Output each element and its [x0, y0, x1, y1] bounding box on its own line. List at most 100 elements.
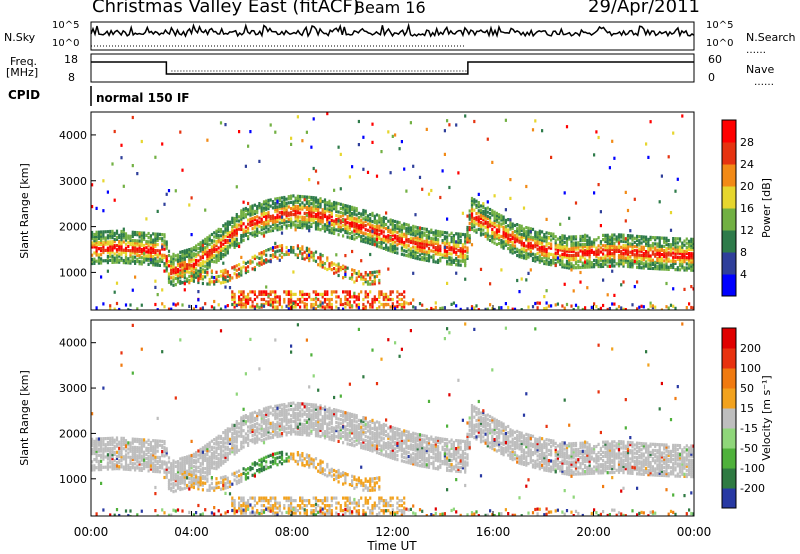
power-cell — [321, 226, 324, 230]
power-cell — [247, 228, 250, 232]
power-cell — [213, 235, 216, 239]
power-cell — [527, 230, 530, 234]
power-cell — [541, 246, 544, 250]
power-cell — [283, 206, 286, 210]
velocity-cell — [179, 479, 182, 483]
velocity-cell — [181, 481, 184, 485]
velocity-cell — [226, 439, 229, 443]
power-cell — [672, 259, 675, 263]
power-cell — [256, 209, 259, 213]
power-cell — [688, 264, 691, 268]
power-cell — [403, 232, 406, 236]
power-cell — [421, 251, 424, 255]
power-cell — [301, 221, 304, 226]
power-cell — [321, 292, 324, 296]
power-cell — [183, 269, 186, 273]
power-cell — [464, 257, 467, 262]
power-cell — [206, 244, 209, 248]
power-cell — [568, 249, 571, 254]
power-cell — [439, 244, 442, 248]
power-cell — [479, 267, 483, 271]
power-cell — [620, 233, 623, 237]
power-cell — [154, 244, 157, 248]
power-cell — [470, 209, 474, 213]
velocity-cell — [102, 437, 105, 441]
power-cell — [586, 234, 589, 238]
power-cell — [147, 254, 150, 258]
power-cell — [242, 207, 245, 211]
power-cell — [597, 183, 600, 187]
power-cell — [552, 236, 555, 240]
velocity-cell — [149, 457, 152, 461]
power-cell — [570, 239, 573, 243]
power-cell — [688, 241, 691, 245]
power-cell — [228, 233, 232, 237]
power-cell — [369, 233, 372, 237]
velocity-cell — [197, 482, 200, 486]
power-cell — [217, 274, 220, 279]
power-cell — [518, 240, 521, 244]
velocity-cell — [176, 464, 180, 468]
power-cell — [312, 198, 315, 202]
power-cell — [258, 206, 261, 210]
power-cell — [486, 220, 489, 225]
power-cell — [204, 260, 207, 264]
power-cell — [380, 239, 383, 243]
power-cell — [115, 231, 119, 235]
power-cell — [597, 236, 600, 240]
power-cell — [479, 210, 483, 214]
power-cell — [100, 249, 103, 253]
velocity-cell — [115, 456, 119, 460]
power-cell — [136, 241, 139, 245]
power-cell — [276, 228, 279, 232]
power-cell — [525, 244, 528, 248]
velocity-cell — [208, 488, 211, 492]
velocity-cell — [93, 439, 96, 443]
power-cell — [656, 258, 659, 263]
power-cell — [667, 251, 670, 255]
power-cell — [310, 202, 313, 206]
power-cell — [412, 237, 415, 241]
power-cell — [581, 238, 584, 243]
power-cell — [468, 225, 471, 230]
power-cell — [416, 248, 419, 252]
power-cell — [240, 240, 243, 244]
power-cell — [375, 213, 379, 217]
power-cell — [134, 255, 137, 259]
power-cell — [403, 226, 406, 230]
power-cell — [124, 261, 128, 265]
power-cell — [346, 290, 349, 294]
velocity-cell — [224, 437, 227, 441]
velocity-cell — [111, 455, 114, 459]
power-cell — [441, 241, 444, 245]
power-cell — [550, 246, 553, 250]
power-cell — [360, 275, 363, 279]
power-cell — [547, 304, 550, 308]
power-cell — [362, 167, 365, 171]
power-cell — [568, 216, 571, 220]
power-cell — [421, 245, 424, 249]
power-cell — [344, 254, 347, 258]
power-cell — [624, 308, 627, 310]
power-cell — [231, 224, 234, 229]
power-cell — [278, 300, 281, 304]
power-cell — [312, 254, 315, 258]
power-cell — [654, 242, 657, 246]
power-cell — [443, 237, 446, 241]
velocity-cell — [154, 441, 157, 445]
power-cell — [206, 252, 209, 256]
power-cell — [131, 115, 134, 120]
power-cell — [287, 197, 290, 201]
power-cell — [290, 194, 293, 198]
power-cell — [484, 307, 487, 310]
power-cell — [624, 248, 627, 252]
power-cell — [258, 224, 261, 228]
power-cell — [312, 302, 315, 307]
power-cell — [278, 249, 281, 253]
power-cell — [373, 220, 376, 225]
power-cell — [613, 254, 616, 258]
power-cell — [513, 230, 517, 234]
power-cell — [192, 307, 195, 310]
power-cell — [305, 212, 308, 216]
power-cell — [339, 300, 342, 304]
